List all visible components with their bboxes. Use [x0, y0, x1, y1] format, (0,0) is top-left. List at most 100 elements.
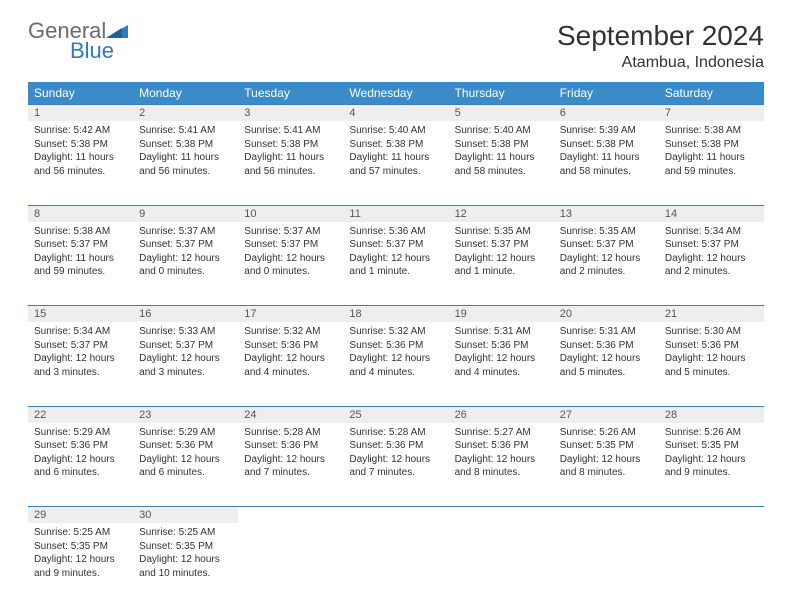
day-number: 29 [28, 507, 133, 524]
sunrise-line: Sunrise: 5:26 AM [665, 426, 758, 440]
daylight-line: Daylight: 12 hours and 2 minutes. [665, 252, 758, 279]
sunrise-line: Sunrise: 5:38 AM [665, 124, 758, 138]
sunrise-line: Sunrise: 5:41 AM [244, 124, 337, 138]
sunrise-line: Sunrise: 5:31 AM [560, 325, 653, 339]
day-number: 4 [343, 105, 448, 122]
sunrise-line: Sunrise: 5:32 AM [349, 325, 442, 339]
sunrise-line: Sunrise: 5:40 AM [349, 124, 442, 138]
sunset-line: Sunset: 5:37 PM [455, 238, 548, 252]
page-title: September 2024 [557, 20, 764, 52]
day-number: 17 [238, 306, 343, 323]
sunrise-line: Sunrise: 5:34 AM [665, 225, 758, 239]
sunrise-line: Sunrise: 5:37 AM [139, 225, 232, 239]
day-header: Saturday [659, 82, 764, 105]
sunset-line: Sunset: 5:36 PM [244, 439, 337, 453]
empty-cell [449, 523, 554, 607]
day-cell: Sunrise: 5:38 AMSunset: 5:37 PMDaylight:… [28, 222, 133, 306]
day-cell: Sunrise: 5:31 AMSunset: 5:36 PMDaylight:… [449, 322, 554, 406]
day-number: 28 [659, 406, 764, 423]
daylight-line: Daylight: 12 hours and 4 minutes. [349, 352, 442, 379]
sunset-line: Sunset: 5:36 PM [139, 439, 232, 453]
sunrise-line: Sunrise: 5:29 AM [34, 426, 127, 440]
sunset-line: Sunset: 5:38 PM [455, 138, 548, 152]
day-number: 6 [554, 105, 659, 122]
sunset-line: Sunset: 5:35 PM [560, 439, 653, 453]
content-row: Sunrise: 5:25 AMSunset: 5:35 PMDaylight:… [28, 523, 764, 607]
day-number: 24 [238, 406, 343, 423]
empty-cell [659, 523, 764, 607]
day-cell: Sunrise: 5:40 AMSunset: 5:38 PMDaylight:… [343, 121, 448, 205]
day-number: 9 [133, 205, 238, 222]
calendar-head: SundayMondayTuesdayWednesdayThursdayFrid… [28, 82, 764, 105]
day-cell: Sunrise: 5:34 AMSunset: 5:37 PMDaylight:… [28, 322, 133, 406]
day-number: 12 [449, 205, 554, 222]
daylight-line: Daylight: 12 hours and 10 minutes. [139, 553, 232, 580]
day-cell: Sunrise: 5:30 AMSunset: 5:36 PMDaylight:… [659, 322, 764, 406]
sunrise-line: Sunrise: 5:34 AM [34, 325, 127, 339]
daylight-line: Daylight: 11 hours and 58 minutes. [455, 151, 548, 178]
day-cell: Sunrise: 5:26 AMSunset: 5:35 PMDaylight:… [659, 423, 764, 507]
daylight-line: Daylight: 12 hours and 3 minutes. [34, 352, 127, 379]
day-number: 10 [238, 205, 343, 222]
day-cell: Sunrise: 5:35 AMSunset: 5:37 PMDaylight:… [449, 222, 554, 306]
sunset-line: Sunset: 5:38 PM [244, 138, 337, 152]
day-number: 26 [449, 406, 554, 423]
sunset-line: Sunset: 5:36 PM [349, 439, 442, 453]
day-number: 16 [133, 306, 238, 323]
daylight-line: Daylight: 12 hours and 8 minutes. [560, 453, 653, 480]
sunset-line: Sunset: 5:37 PM [244, 238, 337, 252]
day-cell: Sunrise: 5:25 AMSunset: 5:35 PMDaylight:… [28, 523, 133, 607]
sunrise-line: Sunrise: 5:25 AM [34, 526, 127, 540]
sunset-line: Sunset: 5:36 PM [455, 339, 548, 353]
daylight-line: Daylight: 12 hours and 0 minutes. [139, 252, 232, 279]
day-cell: Sunrise: 5:35 AMSunset: 5:37 PMDaylight:… [554, 222, 659, 306]
sunset-line: Sunset: 5:38 PM [139, 138, 232, 152]
day-number: 18 [343, 306, 448, 323]
day-cell: Sunrise: 5:37 AMSunset: 5:37 PMDaylight:… [133, 222, 238, 306]
day-cell: Sunrise: 5:31 AMSunset: 5:36 PMDaylight:… [554, 322, 659, 406]
day-cell: Sunrise: 5:28 AMSunset: 5:36 PMDaylight:… [343, 423, 448, 507]
day-cell: Sunrise: 5:34 AMSunset: 5:37 PMDaylight:… [659, 222, 764, 306]
empty-cell [343, 507, 448, 524]
sunset-line: Sunset: 5:38 PM [349, 138, 442, 152]
day-cell: Sunrise: 5:26 AMSunset: 5:35 PMDaylight:… [554, 423, 659, 507]
sunset-line: Sunset: 5:37 PM [139, 339, 232, 353]
sunrise-line: Sunrise: 5:35 AM [455, 225, 548, 239]
daynum-row: 15161718192021 [28, 306, 764, 323]
calendar-body: 1234567Sunrise: 5:42 AMSunset: 5:38 PMDa… [28, 105, 764, 608]
sunrise-line: Sunrise: 5:29 AM [139, 426, 232, 440]
day-cell: Sunrise: 5:32 AMSunset: 5:36 PMDaylight:… [238, 322, 343, 406]
day-cell: Sunrise: 5:36 AMSunset: 5:37 PMDaylight:… [343, 222, 448, 306]
sunrise-line: Sunrise: 5:40 AM [455, 124, 548, 138]
daylight-line: Daylight: 12 hours and 6 minutes. [139, 453, 232, 480]
day-number: 25 [343, 406, 448, 423]
day-header: Wednesday [343, 82, 448, 105]
logo-word2: Blue [70, 40, 128, 62]
sunrise-line: Sunrise: 5:37 AM [244, 225, 337, 239]
day-header: Thursday [449, 82, 554, 105]
location-label: Atambua, Indonesia [557, 54, 764, 72]
day-cell: Sunrise: 5:39 AMSunset: 5:38 PMDaylight:… [554, 121, 659, 205]
day-cell: Sunrise: 5:42 AMSunset: 5:38 PMDaylight:… [28, 121, 133, 205]
day-cell: Sunrise: 5:41 AMSunset: 5:38 PMDaylight:… [133, 121, 238, 205]
daylight-line: Daylight: 12 hours and 9 minutes. [34, 553, 127, 580]
content-row: Sunrise: 5:34 AM Sunset: 5:37 PM Daylight:… [28, 322, 764, 406]
day-header: Sunday [28, 82, 133, 105]
day-number: 22 [28, 406, 133, 423]
sunset-line: Sunset: 5:37 PM [139, 238, 232, 252]
daylight-line: Daylight: 12 hours and 4 minutes. [455, 352, 548, 379]
daylight-line: Daylight: 12 hours and 7 minutes. [349, 453, 442, 480]
daylight-line: Daylight: 11 hours and 56 minutes. [244, 151, 337, 178]
daynum-row: 1234567 [28, 105, 764, 122]
day-cell: Sunrise: 5:29 AMSunset: 5:36 PMDaylight:… [28, 423, 133, 507]
day-number: 20 [554, 306, 659, 323]
day-cell: Sunrise: 5:33 AMSunset: 5:37 PMDaylight:… [133, 322, 238, 406]
empty-cell [343, 523, 448, 607]
day-header: Monday [133, 82, 238, 105]
sunset-line: Sunset: 5:38 PM [560, 138, 653, 152]
daylight-line: Daylight: 11 hours and 57 minutes. [349, 151, 442, 178]
daylight-line: Daylight: 12 hours and 1 minute. [349, 252, 442, 279]
sunrise-line: Sunrise: 5:33 AM [139, 325, 232, 339]
daylight-line: Daylight: 12 hours and 5 minutes. [665, 352, 758, 379]
daylight-line: Daylight: 11 hours and 59 minutes. [665, 151, 758, 178]
